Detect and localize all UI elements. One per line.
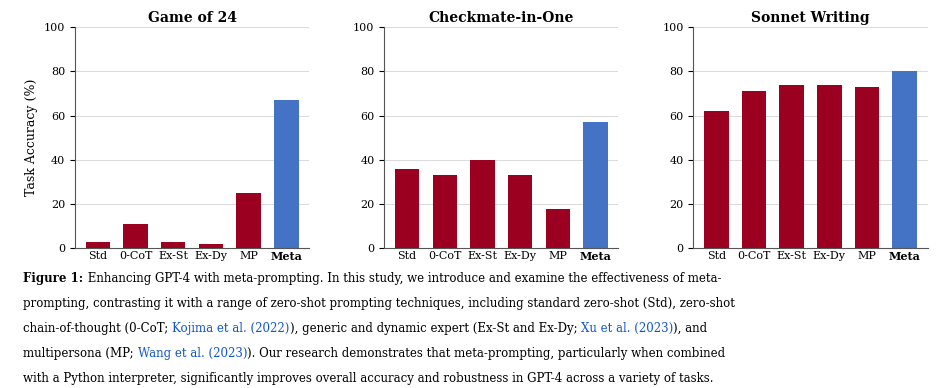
Title: Game of 24: Game of 24 xyxy=(148,10,236,24)
Text: chain-of-thought (0-CoT;: chain-of-thought (0-CoT; xyxy=(23,322,172,335)
Text: Wang et al. (2023): Wang et al. (2023) xyxy=(138,347,247,360)
Bar xyxy=(432,175,457,248)
Text: Enhancing GPT-4 with meta-prompting. In this study, we introduce and examine the: Enhancing GPT-4 with meta-prompting. In … xyxy=(83,272,721,285)
Bar xyxy=(394,169,419,248)
Bar xyxy=(545,208,569,248)
Y-axis label: Task Accuracy (%): Task Accuracy (%) xyxy=(25,79,38,196)
Bar xyxy=(816,85,841,248)
Title: Checkmate-in-One: Checkmate-in-One xyxy=(428,10,574,24)
Text: ). Our research demonstrates that meta-prompting, particularly when combined: ). Our research demonstrates that meta-p… xyxy=(247,347,724,360)
Text: Kojima et al. (2022): Kojima et al. (2022) xyxy=(172,322,289,335)
Bar xyxy=(582,122,607,248)
Bar xyxy=(741,91,766,248)
Text: with a Python interpreter, significantly improves overall accuracy and robustnes: with a Python interpreter, significantly… xyxy=(23,372,713,386)
Bar xyxy=(124,224,148,248)
Text: Figure 1:: Figure 1: xyxy=(23,272,83,285)
Bar xyxy=(470,160,494,248)
Bar xyxy=(198,244,223,248)
Bar xyxy=(891,71,916,248)
Bar xyxy=(507,175,532,248)
Text: ), generic and dynamic expert (Ex-St and Ex-Dy;: ), generic and dynamic expert (Ex-St and… xyxy=(289,322,580,335)
Text: prompting, contrasting it with a range of zero-shot prompting techniques, includ: prompting, contrasting it with a range o… xyxy=(23,297,735,310)
Bar xyxy=(779,85,803,248)
Text: ), and: ), and xyxy=(673,322,707,335)
Bar xyxy=(236,193,260,248)
Bar xyxy=(854,87,878,248)
Text: multipersona (MP;: multipersona (MP; xyxy=(23,347,138,360)
Bar xyxy=(273,100,299,248)
Bar xyxy=(703,111,728,248)
Text: Xu et al. (2023): Xu et al. (2023) xyxy=(580,322,673,335)
Title: Sonnet Writing: Sonnet Writing xyxy=(751,10,869,24)
Bar xyxy=(161,242,185,248)
Bar xyxy=(85,242,110,248)
